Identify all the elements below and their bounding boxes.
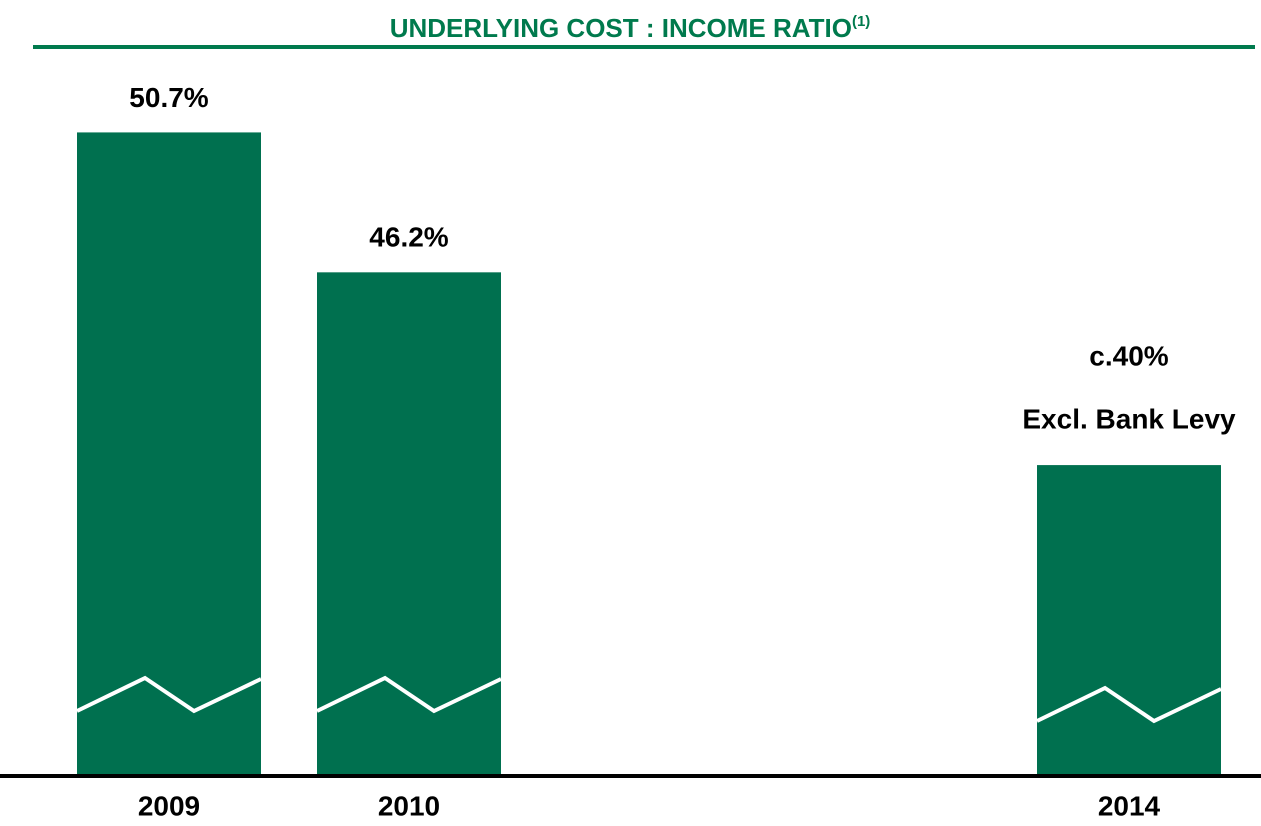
bar <box>1037 465 1221 776</box>
x-tick-label: 2014 <box>1098 790 1161 821</box>
title-text: UNDERLYING COST : INCOME RATIO <box>390 13 852 43</box>
axis-break <box>1036 685 1222 724</box>
chart-title: UNDERLYING COST : INCOME RATIO(1) <box>390 13 871 43</box>
value-label: 46.2% <box>369 222 448 253</box>
value-label: 50.7% <box>129 82 208 113</box>
title-note: (1) <box>852 13 870 30</box>
bar <box>317 272 501 776</box>
axis-break <box>76 675 262 714</box>
bar <box>77 132 261 776</box>
axis-break <box>316 675 502 714</box>
x-tick-label: 2009 <box>138 790 200 821</box>
x-tick-label: 2010 <box>378 790 440 821</box>
value-label: c.40% <box>1089 340 1168 371</box>
annotation: Excl. Bank Levy <box>1022 403 1236 434</box>
